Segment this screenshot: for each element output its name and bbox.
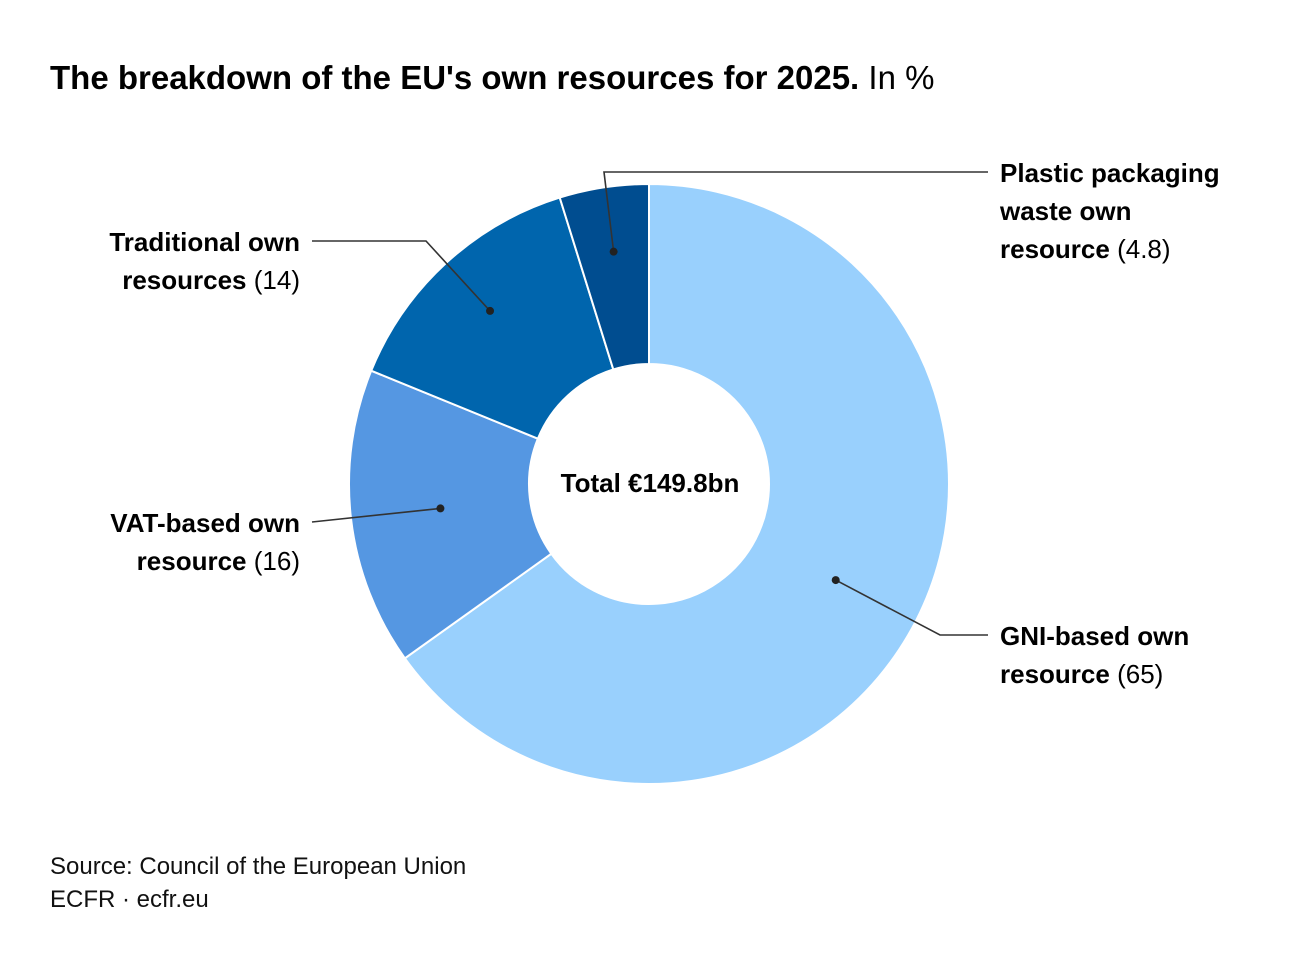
chart-footer: Source: Council of the European Union EC… <box>50 850 466 916</box>
slice-label-vat-line1: VAT-based own <box>110 508 300 538</box>
slice-value-gni: (65) <box>1117 659 1164 689</box>
slice-label-traditional: Traditional own resources (14) <box>109 223 300 299</box>
slice-value-vat: (16) <box>253 546 300 576</box>
leader-lines <box>311 171 988 636</box>
leader-line-vat <box>311 507 441 523</box>
leader-dot-plastic <box>609 247 618 256</box>
leader-dot-vat <box>436 504 445 513</box>
chart-title: The breakdown of the EU's own resources … <box>50 56 934 100</box>
leader-line-traditional <box>312 240 491 312</box>
chart-title-main: The breakdown of the EU's own resources … <box>50 59 860 96</box>
source-note: Source: Council of the European Union <box>50 853 467 880</box>
leader-line-plastic <box>603 171 988 252</box>
leader-dot-traditional <box>486 306 495 315</box>
slice-label-vat-line2: resource <box>136 546 247 576</box>
donut-slice-plastic <box>558 182 650 371</box>
slice-label-plastic-line3: resource <box>1000 234 1110 264</box>
slice-value-traditional: (14) <box>253 265 300 295</box>
slice-label-vat: VAT-based own resource (16) <box>110 504 300 580</box>
donut-slice-gni <box>403 182 951 785</box>
slice-label-gni-line2: resource <box>1000 659 1110 689</box>
donut-slices <box>348 182 951 785</box>
donut-center-total: Total €149.8bn <box>560 468 740 498</box>
leader-dot-gni <box>831 576 840 585</box>
slice-label-gni-line1: GNI-based own <box>1000 621 1190 651</box>
credit-note: ECFR · ecfr.eu <box>50 886 209 913</box>
slice-label-plastic-line2: waste own <box>1000 196 1132 226</box>
slice-label-plastic-line1: Plastic packaging <box>1000 158 1220 188</box>
chart-title-unit: In % <box>868 59 935 96</box>
slice-label-traditional-line1: Traditional own <box>109 227 300 257</box>
donut-slice-traditional <box>369 196 615 440</box>
slice-label-gni: GNI-based own resource (65) <box>1000 617 1189 693</box>
donut-slice-vat <box>348 369 553 660</box>
slice-value-plastic: (4.8) <box>1117 234 1171 264</box>
leader-line-gni <box>835 579 988 636</box>
slice-label-traditional-line2: resources <box>122 265 247 295</box>
slice-label-plastic: Plastic packaging waste own resource (4.… <box>1000 154 1220 268</box>
